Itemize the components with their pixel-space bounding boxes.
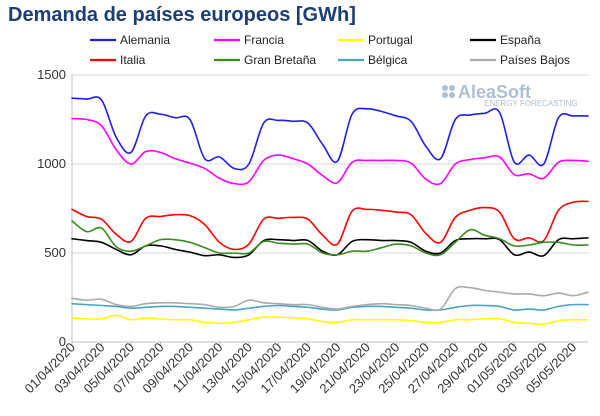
legend-item-paises-bajos: Países Bajos (470, 53, 570, 67)
legend-label: Gran Bretaña (244, 53, 316, 67)
legend-label: Portugal (368, 33, 413, 47)
chart-title: Demanda de países europeos [GWh] (8, 4, 356, 26)
gridlines (72, 74, 588, 343)
series-line-alemania (71, 96, 589, 171)
legend-item-espana: España (470, 33, 541, 47)
axes (71, 75, 588, 343)
legend-label: España (500, 33, 541, 47)
x-tick-labels: 01/04/202003/04/202005/04/202007/04/2020… (21, 340, 579, 397)
legend-item-italia: Italia (90, 53, 146, 67)
y-tick-label: 0 (59, 334, 66, 349)
series-line-paises-bajos (71, 285, 589, 312)
legend-item-portugal: Portugal (338, 33, 413, 47)
legend-item-francia: Francia (214, 33, 284, 47)
legend-item-gran-bretana: Gran Bretaña (214, 53, 316, 67)
watermark-tagline: ENERGY FORECASTING (484, 99, 578, 108)
legend-item-alemania: Alemania (90, 33, 170, 47)
legend-label: Italia (120, 53, 146, 67)
series-line-gran-bretana (71, 220, 589, 257)
legend-label: Bélgica (368, 53, 408, 67)
series-line-portugal (71, 314, 589, 326)
legend-item-belgica: Bélgica (338, 53, 408, 67)
legend-label: Francia (244, 33, 284, 47)
y-tick-label: 1500 (37, 67, 66, 82)
aleasoft-logo-icon (442, 85, 455, 98)
series-line-italia (71, 200, 589, 251)
watermark-brand: AleaSoft (458, 82, 531, 102)
legend: Alemania Francia Portugal España Italia Gran … (90, 33, 570, 67)
series-line-belgica (71, 302, 589, 312)
y-tick-label: 1000 (37, 156, 66, 171)
legend-label: Alemania (120, 33, 170, 47)
y-tick-labels: 0 500 1000 1500 (37, 67, 66, 349)
series-line-francia (71, 117, 589, 186)
series-lines (71, 96, 589, 326)
legend-label: Países Bajos (500, 53, 570, 67)
y-tick-label: 500 (44, 245, 66, 260)
aleasoft-watermark: AleaSoft ENERGY FORECASTING (442, 82, 578, 108)
